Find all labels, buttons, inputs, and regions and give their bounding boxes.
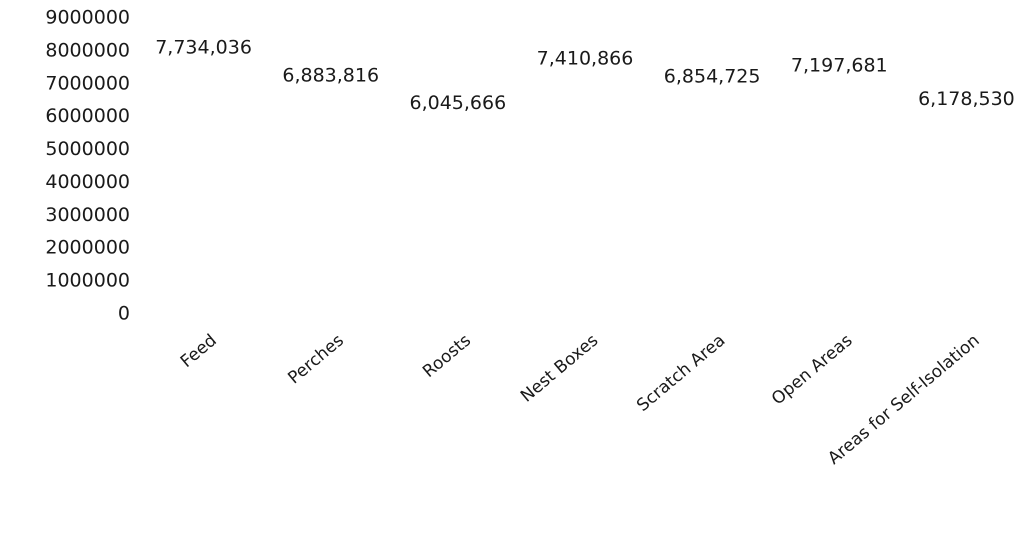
x-tick-label: Open Areas [768, 330, 857, 409]
data-label: 6,178,530 [918, 88, 1015, 110]
data-label: 6,854,725 [664, 66, 761, 88]
x-axis: Feed Perches Roosts Nest Boxes Scratch Area O… [177, 330, 984, 468]
y-tick-label: 4000000 [45, 171, 130, 193]
y-tick-label: 8000000 [45, 39, 130, 61]
data-label: 7,734,036 [155, 37, 252, 59]
x-tick-label: Feed [177, 331, 221, 372]
y-tick-label: 2000000 [45, 237, 130, 259]
data-label: 7,197,681 [791, 54, 888, 76]
bar [422, 115, 493, 314]
y-tick-label: 7000000 [45, 72, 130, 94]
data-label: 6,883,816 [282, 65, 379, 87]
x-tick-label: Roosts [419, 330, 475, 382]
data-labels: 7,734,036 6,883,816 6,045,666 7,410,866 6,85… [155, 37, 1015, 115]
bar [931, 110, 1002, 314]
y-tick-label: 1000000 [45, 270, 130, 292]
bar [677, 88, 748, 314]
bar [168, 59, 239, 314]
bar [295, 87, 366, 314]
y-tick-label: 5000000 [45, 138, 130, 160]
y-tick-label: 9000000 [45, 7, 130, 29]
x-tick-label: Scratch Area [633, 331, 729, 416]
data-label: 7,410,866 [537, 47, 634, 69]
bar [550, 70, 620, 314]
y-tick-label: 6000000 [45, 105, 130, 127]
y-tick-label: 0 [118, 303, 130, 325]
bar [804, 77, 875, 314]
x-tick-label: Perches [284, 330, 348, 388]
bars [168, 59, 1002, 314]
x-tick-label: Nest Boxes [517, 330, 602, 406]
y-axis: 0 1000000 2000000 3000000 4000000 5000000 6000… [45, 7, 130, 325]
y-tick-label: 3000000 [45, 204, 130, 226]
data-label: 6,045,666 [410, 92, 507, 114]
